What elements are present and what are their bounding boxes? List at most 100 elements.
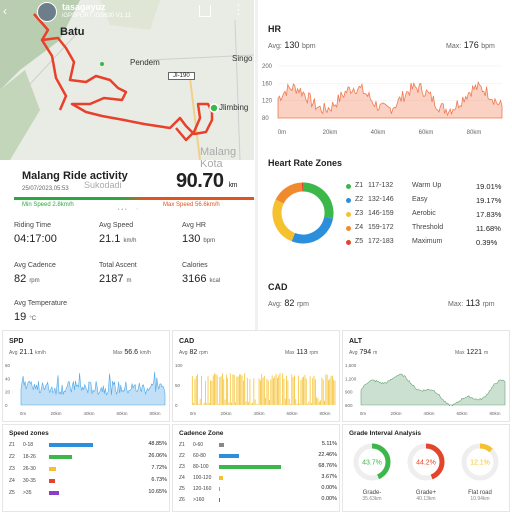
start-marker: [209, 103, 219, 113]
y-tick-label: 600: [345, 403, 353, 408]
grade-distance: 35.63km: [362, 496, 382, 502]
spd-title: SPD: [9, 338, 24, 345]
y-tick-label: 1,500: [345, 363, 357, 368]
avg-value: 82: [189, 349, 198, 356]
x-tick-label: 0m: [360, 411, 367, 416]
alt-title: ALT: [349, 338, 363, 345]
grade-distance: 40.13km: [416, 496, 436, 502]
zone-percent: 10.65%: [148, 489, 167, 495]
ride-summary: Sukodadi Kota Malang Ride activity 25/07…: [0, 160, 254, 200]
max-unit: bpm: [481, 43, 495, 50]
stat-avg-cadence: Avg Cadence 82 rpm: [14, 262, 56, 285]
zone-bar: [219, 476, 223, 480]
cadence-zone-card: Cadence Zone Z1 0-60 5.11% Z2 60-80 22.46…: [172, 424, 340, 512]
grade-name: Grade-: [362, 490, 382, 496]
stat-number: 130: [182, 233, 201, 245]
avg-value: 82: [284, 298, 295, 308]
avg-unit: m: [373, 350, 378, 356]
grade-name: Grade+: [415, 490, 437, 496]
zone-range: 117-132: [368, 182, 394, 189]
zone-percent: 17.83%: [476, 210, 502, 219]
zone-bar: [219, 465, 282, 469]
back-arrow-icon[interactable]: ‹: [3, 4, 7, 18]
avg-label: Avg:: [268, 43, 282, 50]
avg-value: 130: [284, 40, 300, 50]
zone-id: Z5: [9, 490, 15, 496]
stat-unit: bpm: [203, 238, 216, 244]
zone-id: Z2: [9, 454, 15, 460]
zone-color-dot: [346, 184, 351, 189]
stat-value: 82 rpm: [14, 273, 56, 285]
max-label: Max: [113, 350, 123, 356]
zone-percent: 0.39%: [476, 238, 498, 247]
speed-chart-card: SPD Avg 21.1 km/h Max 56.6 km/h 60 40 20 0 0…: [2, 330, 170, 422]
zone-row: Z5 >35 10.65%: [9, 489, 167, 499]
x-tick-label: 40km: [83, 411, 94, 416]
more-vertical-icon[interactable]: ⋮: [232, 2, 245, 17]
x-tick-label: 80km: [319, 411, 330, 416]
zone-range: 30-35: [23, 478, 36, 484]
zone-range: 132-146: [368, 196, 394, 203]
max-unit: rpm: [482, 301, 495, 308]
zone-percent: 0.00%: [321, 485, 337, 491]
stat-number: 3166: [182, 273, 207, 285]
cad-mini-max: Max 113 rpm: [285, 349, 318, 356]
donut-slice-z3: [272, 199, 296, 242]
stat-label: Avg Cadence: [14, 262, 56, 269]
map-canvas: [0, 0, 254, 160]
zone-id: Z5: [355, 238, 364, 245]
zone-id: Z5: [179, 486, 185, 492]
y-tick-label: 80: [262, 116, 269, 122]
zone-id: Z2: [179, 453, 185, 459]
share-icon[interactable]: [199, 5, 211, 17]
max-unit: km/h: [139, 350, 151, 356]
grade-title: Grade Interval Analysis: [349, 430, 422, 437]
map-label-singosari: Singo: [232, 54, 253, 63]
stat-avg-hr: Avg HR 130 bpm: [182, 222, 215, 245]
avatar[interactable]: [37, 2, 57, 22]
ride-title: Malang Ride activity: [22, 170, 128, 182]
stat-number: 19: [14, 311, 27, 323]
stat-unit: km/h: [123, 238, 137, 244]
zone-bar: [49, 479, 56, 483]
y-tick-label: 20: [5, 390, 11, 395]
zone-bar: [219, 454, 239, 458]
cadence-chart-card: CAD Avg 82 rpm Max 113 rpm 100 50 0 0m 20km 4…: [172, 330, 340, 422]
stat-number: 21.1: [99, 233, 121, 245]
x-tick-label: 40km: [423, 411, 434, 416]
stat-number: 82: [14, 273, 27, 285]
x-tick-label: 0m: [20, 411, 27, 416]
zone-bar: [219, 443, 224, 447]
x-tick-label: 20km: [390, 411, 401, 416]
zone-range: 120-160: [193, 486, 212, 492]
max-value: 113: [296, 349, 308, 356]
hr-title: HR: [268, 24, 281, 34]
grade-percent: 43.7%: [362, 460, 382, 467]
map-label-batu: Batu: [60, 26, 85, 38]
stat-riding-time: Riding Time 04:17:00: [14, 222, 57, 245]
map-label-sukodadi: Sukodadi: [84, 180, 122, 190]
donut-slice-z2: [291, 216, 333, 244]
zone-bar: [49, 491, 59, 495]
x-tick-label: 60km: [116, 411, 127, 416]
stat-value: 04:17:00: [14, 233, 57, 245]
ride-datetime: 25/07/2023,05:53: [22, 186, 69, 192]
ring-fill: [461, 443, 499, 481]
zone-id: Z3: [9, 466, 15, 472]
route-map[interactable]: ‹ tasagayuz iGPSPORT iGS630 V1.11 ⋮ Batu…: [0, 0, 254, 160]
stat-label: Riding Time: [14, 222, 51, 229]
device-name: iGPSPORT iGS630 V1.11: [62, 13, 132, 19]
zone-percent: 7.72%: [151, 465, 167, 471]
map-label-kota: Kota: [200, 160, 223, 170]
stat-value: 3166 kcal: [182, 273, 220, 285]
y-tick-label: 50: [175, 383, 181, 388]
stat-unit: rpm: [29, 278, 40, 284]
distance-unit: km: [228, 182, 238, 189]
grade-ring: 44.2%: [407, 443, 445, 481]
stat-total-ascent: Total Ascent 2187 m: [99, 262, 137, 285]
zone-row: Z3 80-100 68.76%: [179, 463, 337, 473]
zone-row: Z4 30-35 6.73%: [9, 477, 167, 487]
stat-label: Avg HR: [182, 222, 206, 229]
speed-zones-title: Speed zones: [9, 430, 49, 437]
map-label-jlimbing: Jlimbing: [219, 103, 249, 112]
